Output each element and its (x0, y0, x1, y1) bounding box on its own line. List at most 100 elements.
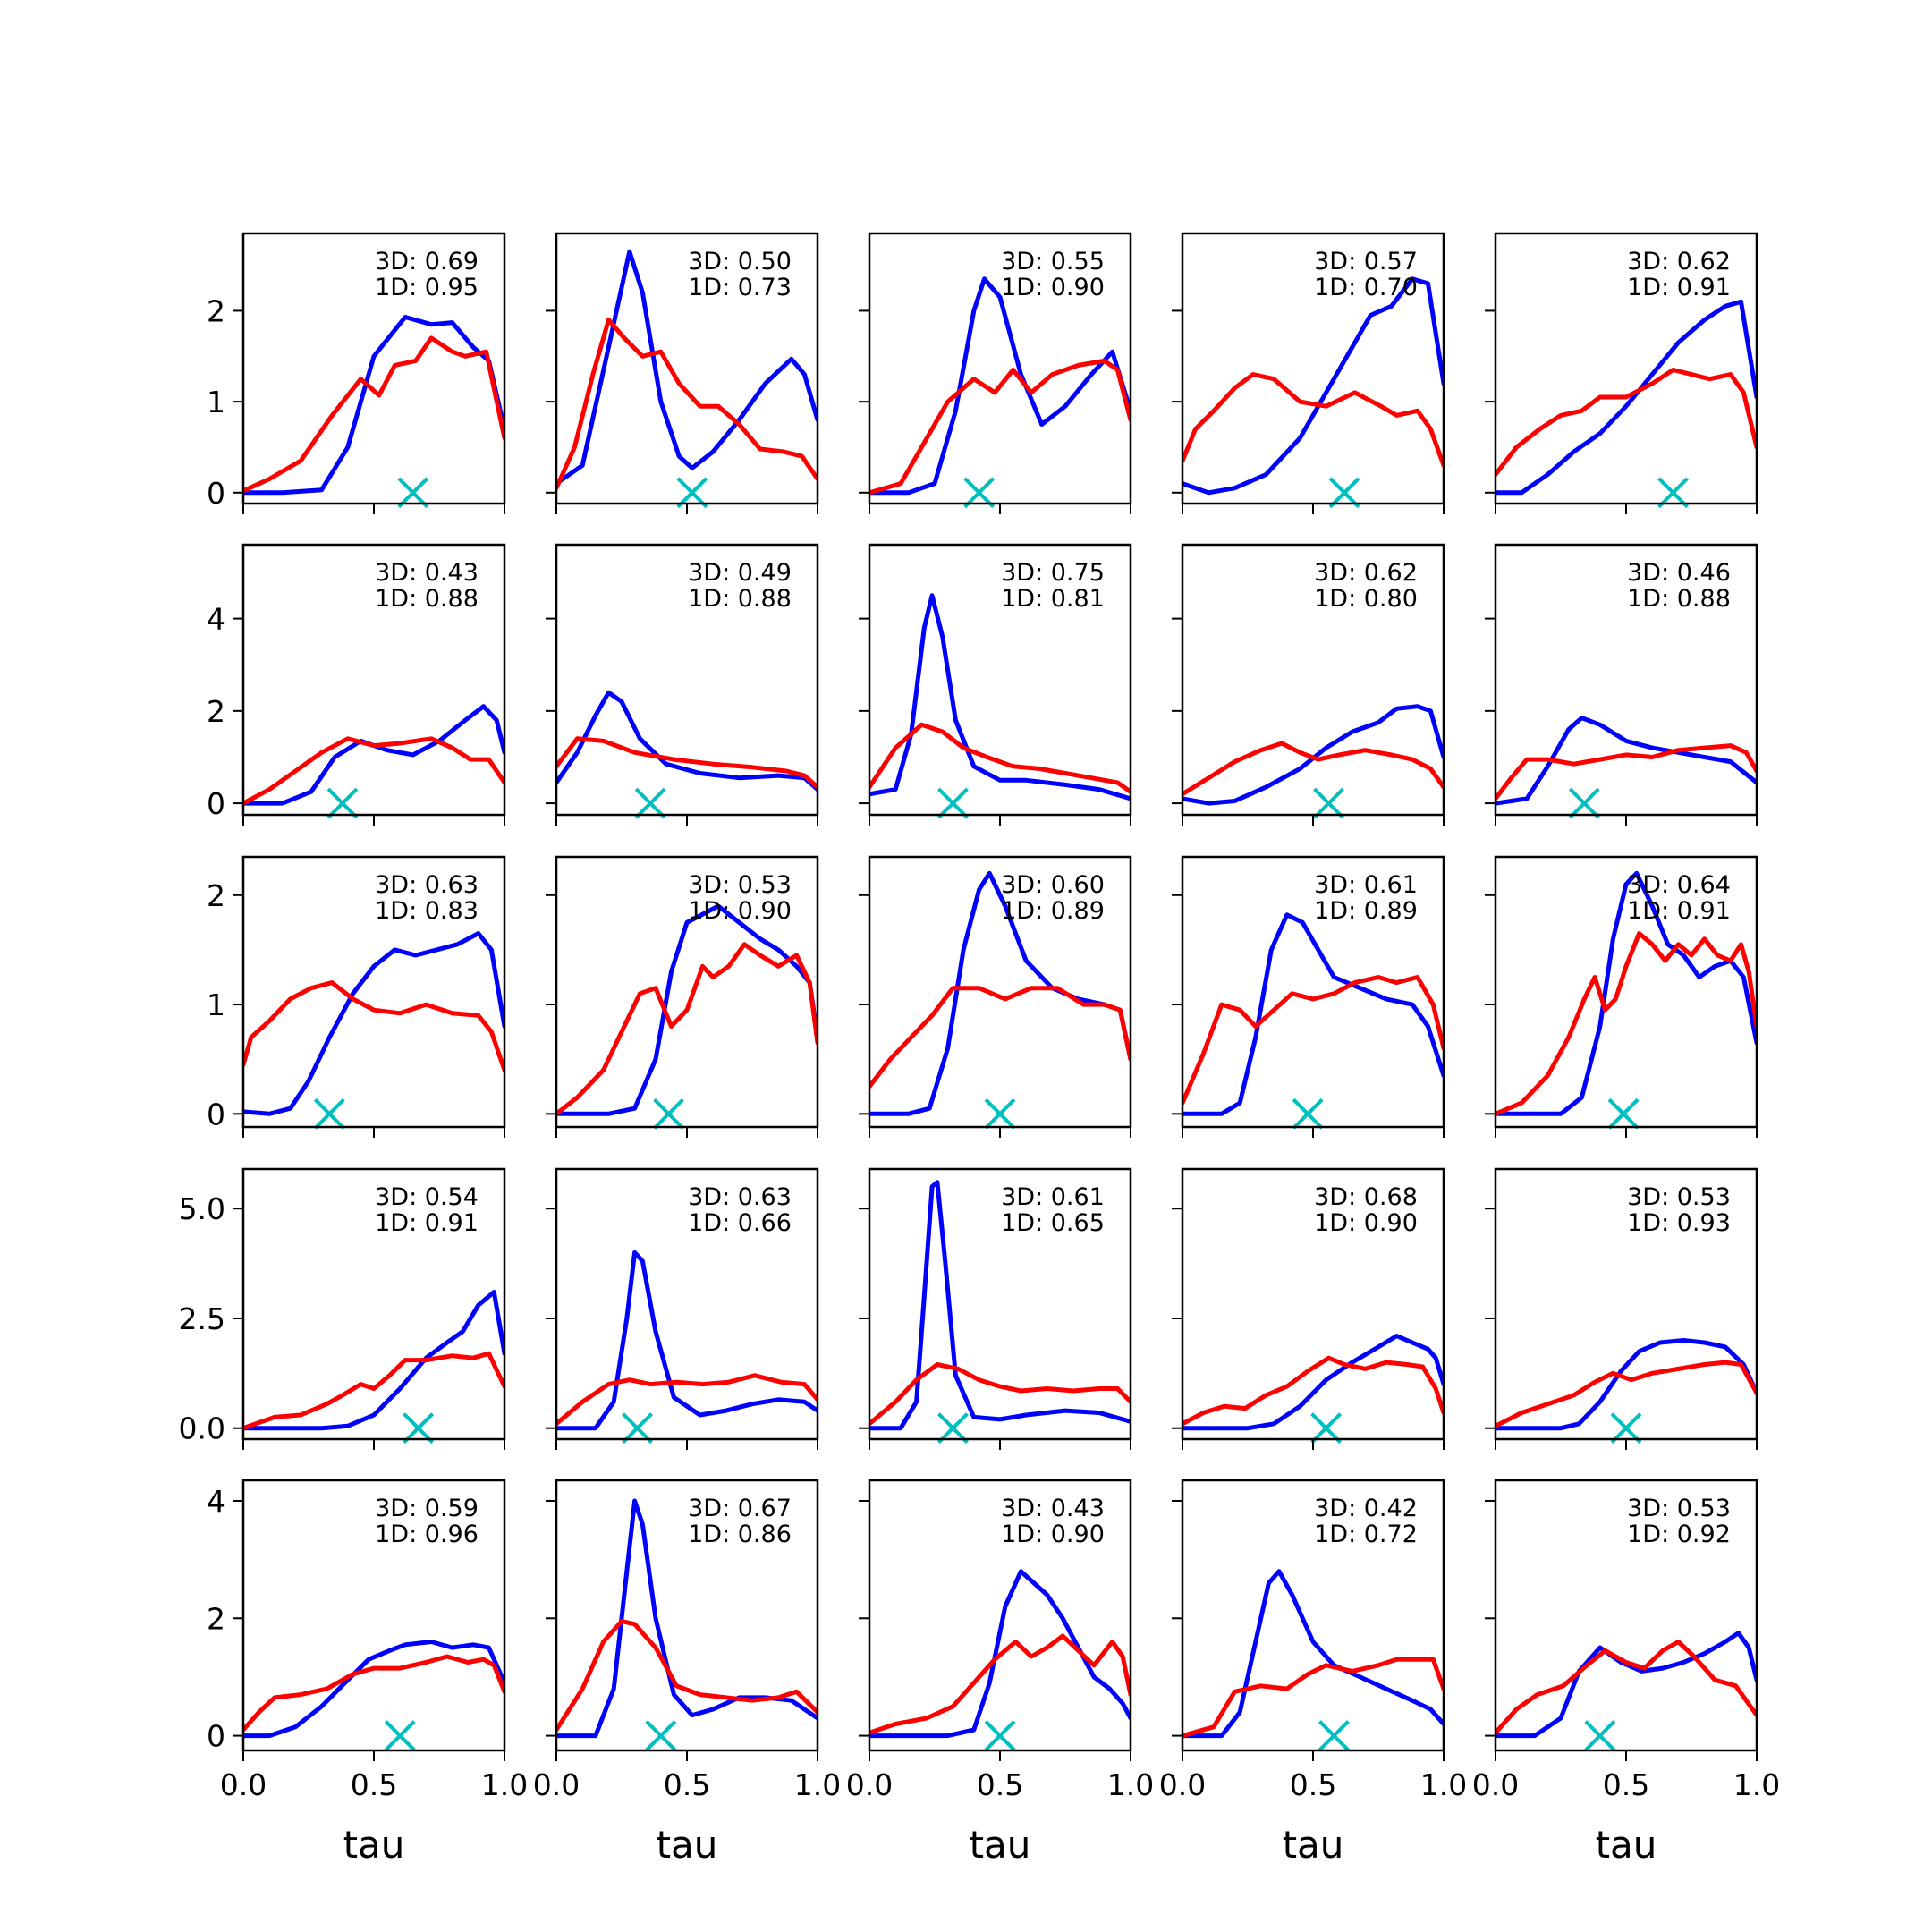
x-marker-stroke (384, 1720, 416, 1752)
red-series-line (1182, 1355, 1444, 1427)
y-tick-label: 1 (207, 385, 225, 419)
x-marker-stroke (1568, 787, 1600, 819)
y-tick-label: 2 (207, 878, 225, 913)
score-annotation: 3D: 0.75 (1001, 559, 1105, 587)
blue-series-line (1496, 1631, 1757, 1739)
score-annotation: 1D: 0.91 (1627, 897, 1731, 925)
x-axis-label: tau (1283, 1823, 1344, 1867)
x-marker-stroke (634, 787, 666, 819)
score-annotation: 3D: 0.53 (688, 871, 792, 899)
x-marker-stroke (1292, 1097, 1324, 1130)
x-marker (397, 477, 429, 509)
y-tick-label: 2.5 (179, 1301, 225, 1336)
score-annotation: 1D: 0.91 (1627, 274, 1731, 301)
score-annotation: 1D: 0.81 (1001, 585, 1105, 613)
x-marker (676, 477, 708, 509)
blue-series-line (556, 903, 818, 1116)
x-marker-stroke (402, 1412, 435, 1445)
blue-series-line (869, 276, 1131, 496)
score-annotation: 1D: 0.91 (375, 1209, 479, 1237)
blue-series-line (243, 315, 504, 496)
x-marker-stroke (397, 477, 429, 509)
score-annotation: 1D: 0.65 (1001, 1209, 1105, 1237)
red-series-line (556, 942, 818, 1116)
score-annotation: 1D: 0.88 (375, 585, 479, 613)
x-marker (622, 1412, 653, 1445)
score-annotation: 3D: 0.54 (375, 1183, 479, 1211)
blue-series-line (1182, 1334, 1444, 1431)
red-series-line (243, 736, 504, 806)
score-annotation: 1D: 0.95 (375, 274, 479, 301)
score-annotation: 3D: 0.53 (1627, 1183, 1731, 1211)
score-annotation: 1D: 0.90 (1001, 1521, 1105, 1548)
y-tick-label: 1 (207, 987, 225, 1022)
x-marker (963, 477, 996, 509)
red-series-line (243, 1351, 504, 1431)
score-annotation: 1D: 0.80 (1314, 585, 1418, 613)
score-annotation: 3D: 0.43 (375, 559, 479, 587)
blue-series-line (1496, 870, 1757, 1116)
score-annotation: 3D: 0.59 (375, 1495, 479, 1522)
x-marker-stroke (1318, 1720, 1350, 1752)
x-marker-stroke (984, 1720, 1016, 1752)
x-tick-label: 0.5 (1603, 1767, 1649, 1802)
score-annotation: 3D: 0.49 (688, 559, 792, 587)
red-series-line (556, 318, 818, 491)
x-marker (1568, 787, 1600, 819)
score-annotation: 3D: 0.46 (1627, 559, 1731, 587)
score-annotation: 3D: 0.63 (375, 871, 479, 899)
x-marker (984, 1097, 1016, 1130)
score-annotation: 1D: 0.90 (1001, 274, 1105, 301)
score-annotation: 3D: 0.50 (688, 248, 792, 275)
blue-series-line (1496, 1338, 1757, 1431)
x-marker (1328, 477, 1360, 509)
red-series-line (243, 1654, 504, 1733)
score-annotation: 3D: 0.67 (688, 1495, 792, 1522)
x-axis-label: tau (343, 1823, 405, 1867)
score-annotation: 1D: 0.73 (688, 274, 792, 301)
x-tick-label: 0.0 (533, 1767, 580, 1802)
score-annotation: 3D: 0.42 (1314, 1495, 1418, 1522)
red-series-line (1182, 975, 1444, 1106)
x-tick-label: 0.5 (351, 1767, 397, 1802)
x-axis-label: tau (657, 1823, 718, 1867)
red-series-line (556, 736, 818, 790)
score-annotation: 3D: 0.62 (1314, 559, 1418, 587)
score-annotation: 1D: 0.89 (1314, 897, 1418, 925)
score-annotation: 1D: 0.93 (1627, 1209, 1731, 1237)
blue-series-line (243, 931, 504, 1116)
x-marker (1584, 1720, 1616, 1752)
red-series-line (556, 1373, 818, 1427)
score-annotation: 3D: 0.53 (1627, 1495, 1731, 1522)
red-series-line (243, 335, 504, 494)
red-series-line (869, 1362, 1131, 1427)
score-annotation: 1D: 0.90 (1314, 1209, 1418, 1237)
x-marker (634, 787, 666, 819)
score-annotation: 3D: 0.68 (1314, 1183, 1418, 1211)
x-marker (1313, 787, 1344, 819)
x-marker-stroke (937, 1412, 969, 1445)
score-annotation: 1D: 0.88 (688, 585, 792, 613)
y-tick-label: 0 (207, 476, 225, 511)
score-annotation: 1D: 0.90 (688, 897, 792, 925)
red-series-line (1182, 1657, 1444, 1739)
blue-series-line (243, 1290, 504, 1431)
y-tick-label: 2 (207, 293, 225, 328)
score-annotation: 1D: 0.72 (1314, 1521, 1418, 1548)
blue-series-line (1182, 912, 1444, 1116)
